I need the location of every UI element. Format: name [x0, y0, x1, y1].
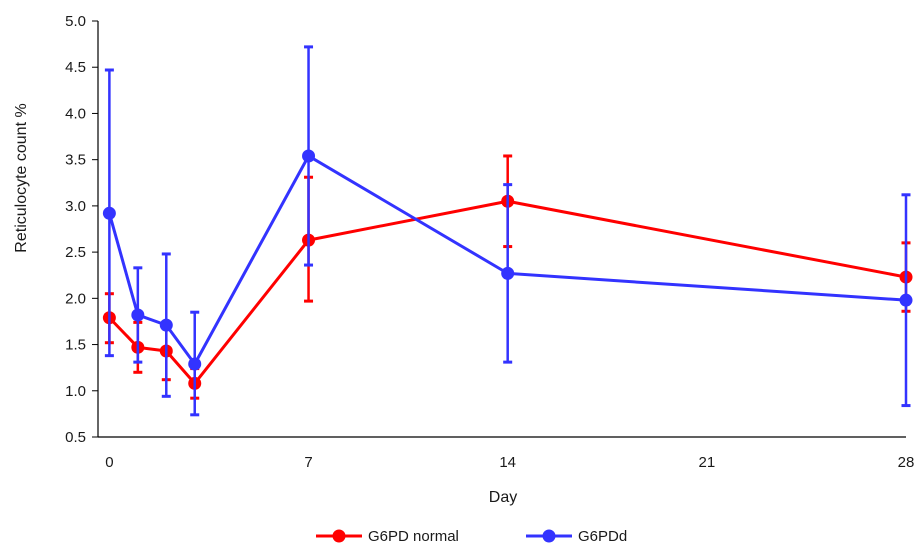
legend-label: G6PDd [578, 528, 627, 545]
legend-item-g6pd-normal: G6PD normal [316, 528, 459, 545]
x-axis-title: Day [489, 489, 517, 506]
y-tick-label: 3.5 [65, 152, 86, 169]
y-tick-label: 2.5 [65, 244, 86, 261]
y-tick-label: 1.5 [65, 337, 86, 354]
legend: G6PD normal G6PDd [316, 528, 627, 545]
y-tick-label: 2.0 [65, 290, 86, 307]
legend-marker [332, 529, 346, 543]
data-point [159, 318, 173, 332]
y-tick-label: 0.5 [65, 429, 86, 446]
x-tick-label: 28 [898, 454, 915, 471]
series-g6pdd [102, 45, 913, 417]
x-tick-label: 0 [105, 454, 113, 471]
data-point [899, 293, 913, 307]
data-point [102, 206, 116, 220]
data-point [501, 266, 515, 280]
x-tick-label: 7 [304, 454, 312, 471]
data-point [131, 308, 145, 322]
data-point [188, 357, 202, 371]
y-axis-title: Reticulocyte count % [13, 103, 30, 252]
x-tick-label: 21 [699, 454, 716, 471]
legend-label: G6PD normal [368, 528, 459, 545]
axes: 0.5 1.0 1.5 2.0 2.5 3.0 3.5 4.0 4.5 5.0 0 7 14 21 28 [65, 13, 914, 471]
plot-area [102, 45, 913, 417]
y-tick-label: 1.0 [65, 383, 86, 400]
y-tick-label: 3.0 [65, 198, 86, 215]
y-tick-label: 4.0 [65, 105, 86, 122]
x-tick-label: 14 [499, 454, 516, 471]
y-tick-label: 4.5 [65, 59, 86, 76]
legend-marker [542, 529, 556, 543]
legend-item-g6pdd: G6PDd [526, 528, 627, 545]
data-point [302, 149, 316, 163]
y-tick-label: 5.0 [65, 13, 86, 30]
